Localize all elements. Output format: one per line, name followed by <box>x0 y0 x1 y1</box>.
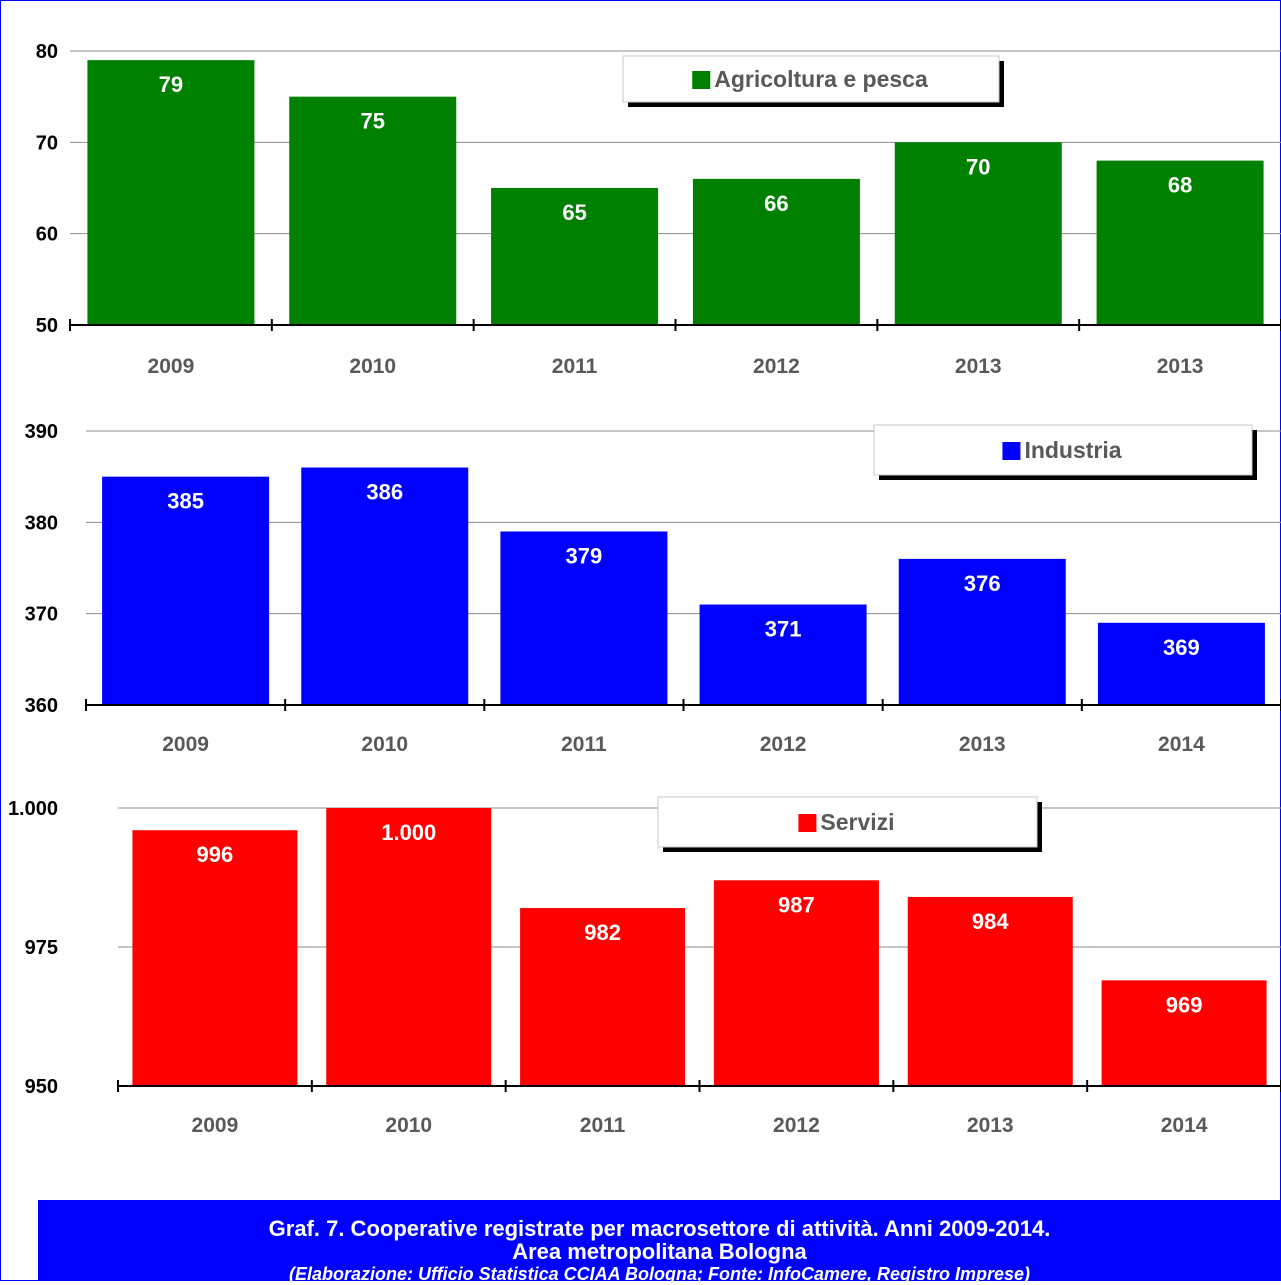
y-tick-label: 60 <box>36 224 58 246</box>
x-category-label: 2013 <box>955 355 1002 378</box>
x-category-label: 2013 <box>959 733 1006 756</box>
data-label: 65 <box>562 200 586 225</box>
servizi-panel: 950 975 1.000 996 2009 1.000 2010 982 2011 987 201… <box>8 796 1281 1137</box>
chart-area: 50 60 70 80 79 2009 75 2010 65 2011 66 2012 70 2013 68… <box>8 41 1281 1137</box>
y-tick-label: 950 <box>25 1076 58 1098</box>
legend-swatch <box>692 71 711 89</box>
x-category-label: 2012 <box>760 733 807 756</box>
x-category-label: 2010 <box>385 1114 432 1137</box>
bar <box>692 178 860 325</box>
bar <box>1097 622 1265 705</box>
x-category-label: 2010 <box>361 733 408 756</box>
caption-subtitle: Area metropolitana Bologna <box>512 1239 807 1264</box>
y-tick-label: 80 <box>36 41 58 63</box>
bar <box>87 60 255 326</box>
data-label: 371 <box>765 617 802 642</box>
legend-box <box>657 796 1038 848</box>
x-category-label: 2009 <box>162 733 209 756</box>
data-label: 68 <box>1168 173 1192 198</box>
data-label: 386 <box>366 480 403 505</box>
bar <box>326 808 492 1086</box>
x-category-label: 2010 <box>349 355 396 378</box>
bar <box>713 880 879 1086</box>
x-category-label: 2013 <box>967 1114 1014 1137</box>
data-label: 385 <box>167 489 204 514</box>
legend-label: Agricoltura e pesca <box>714 66 928 92</box>
x-category-label: 2011 <box>580 1114 626 1137</box>
y-tick-label: 380 <box>25 512 58 534</box>
data-label: 987 <box>778 892 815 917</box>
y-tick-label: 70 <box>36 132 58 154</box>
y-tick-label: 50 <box>36 315 58 337</box>
data-label: 969 <box>1166 992 1203 1017</box>
x-category-label: 2014 <box>1161 1114 1208 1137</box>
bar <box>102 476 270 705</box>
x-category-label: 2009 <box>192 1114 239 1137</box>
y-tick-label: 1.000 <box>8 798 58 820</box>
caption-title: Graf. 7. Cooperative registrate per macr… <box>268 1216 1051 1241</box>
x-category-label: 2013 <box>1157 355 1204 378</box>
bar <box>699 604 867 705</box>
x-category-label: 2014 <box>1158 733 1205 756</box>
figure-caption: Graf. 7. Cooperative registrate per macr… <box>38 1200 1281 1284</box>
industria-panel: 360 370 380 390 385 2009 386 2010 379 2011 371 2012… <box>25 421 1281 756</box>
y-tick-label: 360 <box>25 695 58 717</box>
data-label: 70 <box>966 154 990 179</box>
data-label: 996 <box>197 842 234 867</box>
x-category-label: 2011 <box>561 733 607 756</box>
agricoltura-panel: 50 60 70 80 79 2009 75 2010 65 2011 66 2012 70 2013 68… <box>36 41 1281 378</box>
x-category-label: 2011 <box>552 355 598 378</box>
bar <box>132 830 298 1086</box>
data-label: 984 <box>972 909 1009 934</box>
x-category-label: 2009 <box>148 355 195 378</box>
data-label: 982 <box>584 920 621 945</box>
bar <box>491 188 659 325</box>
bar <box>289 96 457 326</box>
data-label: 369 <box>1163 635 1200 660</box>
bar <box>1101 980 1267 1086</box>
data-label: 79 <box>159 72 183 97</box>
x-category-label: 2012 <box>753 355 800 378</box>
y-tick-label: 390 <box>25 421 58 443</box>
data-label: 66 <box>764 191 788 216</box>
legend-box <box>873 424 1253 476</box>
x-category-label: 2012 <box>773 1114 820 1137</box>
data-label: 75 <box>361 109 385 134</box>
legend-swatch <box>1002 442 1021 460</box>
bar <box>894 142 1062 325</box>
caption-source: (Elaborazione: Ufficio Statistica CCIAA … <box>288 1264 1031 1284</box>
legend-swatch <box>798 814 817 832</box>
legend-label: Industria <box>1024 437 1121 463</box>
bar <box>898 558 1066 705</box>
legend-box <box>622 55 1000 103</box>
bar <box>520 908 686 1086</box>
bar <box>907 896 1073 1086</box>
y-tick-label: 975 <box>25 937 58 959</box>
bar <box>301 467 469 705</box>
bar <box>1096 160 1264 325</box>
data-label: 379 <box>566 543 603 568</box>
y-tick-label: 370 <box>25 604 58 626</box>
data-label: 1.000 <box>381 820 436 845</box>
data-label: 376 <box>964 571 1001 596</box>
bar <box>500 531 668 705</box>
legend-label: Servizi <box>820 809 894 835</box>
